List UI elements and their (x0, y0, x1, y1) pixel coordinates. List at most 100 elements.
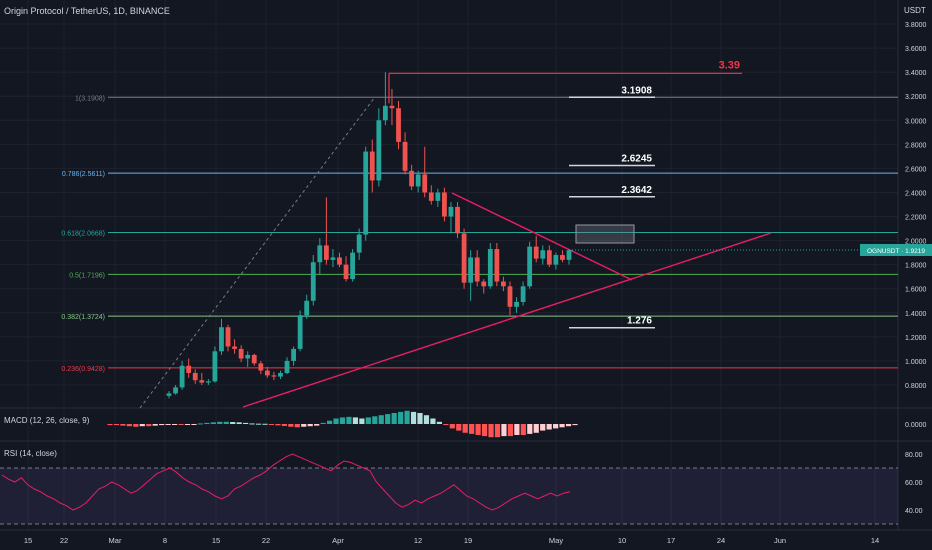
macd-bar (230, 422, 236, 424)
candle (540, 245, 546, 265)
candle (225, 324, 231, 352)
candle (238, 345, 244, 363)
macd-bar (126, 424, 132, 427)
macd-bar (443, 424, 449, 426)
time-tick-label: 15 (24, 536, 32, 545)
candle-body (422, 174, 428, 193)
candle-body (481, 281, 487, 287)
price-tick-label: 2.2000 (905, 215, 927, 222)
macd-bar (514, 424, 520, 435)
candle-body (501, 281, 506, 287)
candle-body (474, 257, 480, 282)
macd-bar (281, 424, 287, 426)
price-tick-label: 3.4000 (905, 70, 927, 77)
candle-body (323, 245, 329, 260)
macd-bar (107, 424, 113, 426)
candle (415, 170, 421, 193)
candle (304, 294, 310, 319)
candle-body (166, 393, 172, 396)
candle-body (317, 245, 323, 263)
time-tick-label: Mar (109, 536, 122, 545)
time-axis[interactable]: 15 22 Mar 8 15 22 Apr 12 19 May 10 17 24 Jun 14 (24, 536, 879, 545)
macd-bar (113, 424, 120, 426)
candle (363, 146, 369, 241)
time-tick-label: 19 (464, 536, 472, 545)
price-tick-label: 1.8000 (905, 263, 927, 270)
candle-body (271, 375, 277, 377)
candle (251, 353, 257, 366)
candle (356, 228, 362, 260)
trend-drawings[interactable] (139, 96, 772, 409)
price-axis[interactable]: 3.8000 3.6000 3.4000 3.2000 3.0000 2.8000 2.60… (569, 22, 932, 390)
candle (494, 243, 500, 287)
pane-separators (0, 0, 932, 531)
macd-bar (572, 424, 578, 426)
price-tick-label: 3.8000 (905, 22, 927, 29)
candle-body (343, 264, 349, 280)
candle (343, 256, 349, 282)
macd-bar (139, 424, 145, 427)
macd-bar (352, 417, 359, 424)
candle-body (192, 372, 198, 381)
rsi-axis-tick: 80.00 (905, 452, 923, 459)
currency-label: USDT (904, 6, 926, 15)
macd-bar (423, 415, 430, 424)
candle (435, 188, 441, 207)
price-tick-label: 2.6000 (905, 166, 927, 173)
macd-bar (275, 424, 281, 426)
candle-body (566, 250, 572, 260)
macd-bar (391, 413, 397, 424)
candle-body (264, 370, 270, 376)
candle (245, 351, 251, 367)
time-tick-label: 8 (163, 536, 167, 545)
candle-body (461, 233, 467, 283)
candle-body (560, 255, 565, 260)
candle (278, 370, 283, 379)
macd-bar (301, 424, 307, 427)
macd-bar (333, 418, 339, 424)
candle (474, 250, 480, 287)
macd-bar (346, 416, 352, 424)
macd-bar (417, 413, 423, 424)
macd-bar (339, 417, 346, 424)
macd-bar (449, 424, 455, 429)
fib-range-box (575, 224, 635, 244)
candle (337, 252, 342, 268)
candle-body (284, 360, 290, 373)
candle (199, 372, 205, 385)
macd-bar (436, 421, 442, 424)
price-tick-label: 1.6000 (905, 287, 927, 294)
candle (428, 185, 434, 205)
candle-body (455, 206, 460, 234)
fib-level-label: 0.382(1.3724) (61, 314, 105, 321)
rsi-line (1, 453, 571, 511)
candlestick-series (166, 72, 572, 399)
macd-bar (456, 424, 462, 431)
fib-trend-dashed (139, 96, 376, 409)
macd-bar (146, 424, 152, 427)
macd-bar (314, 424, 320, 426)
candle-body (540, 250, 546, 259)
candle (396, 101, 401, 150)
candle-body (396, 108, 401, 142)
support-trendline (242, 232, 772, 408)
price-tick-label: 3.0000 (905, 118, 927, 125)
candle-body (382, 105, 388, 121)
macd-bar (191, 424, 197, 425)
last-price-label: OGNUSDT · 1.9219 (867, 248, 925, 255)
macd-bar (133, 424, 139, 427)
candle-body (553, 255, 559, 265)
price-tick-label: 1.2000 (905, 335, 927, 342)
candle-body (310, 262, 316, 301)
candle (264, 366, 270, 378)
macd-bar (243, 422, 249, 424)
candle (330, 249, 336, 268)
candle (422, 146, 428, 198)
fibonacci-retracement[interactable]: 1(3.1908) 0.786(2.5611) 0.618(2.0668) 0.5(1… (61, 95, 898, 373)
macd-bar (178, 424, 184, 425)
target-levels[interactable]: 3.39 3.1908 2.6245 2.3642 1.276 (388, 59, 742, 329)
candle-body (409, 170, 415, 187)
macd-bar (365, 417, 371, 424)
price-tick-label: 3.6000 (905, 46, 927, 53)
candle (232, 339, 237, 354)
